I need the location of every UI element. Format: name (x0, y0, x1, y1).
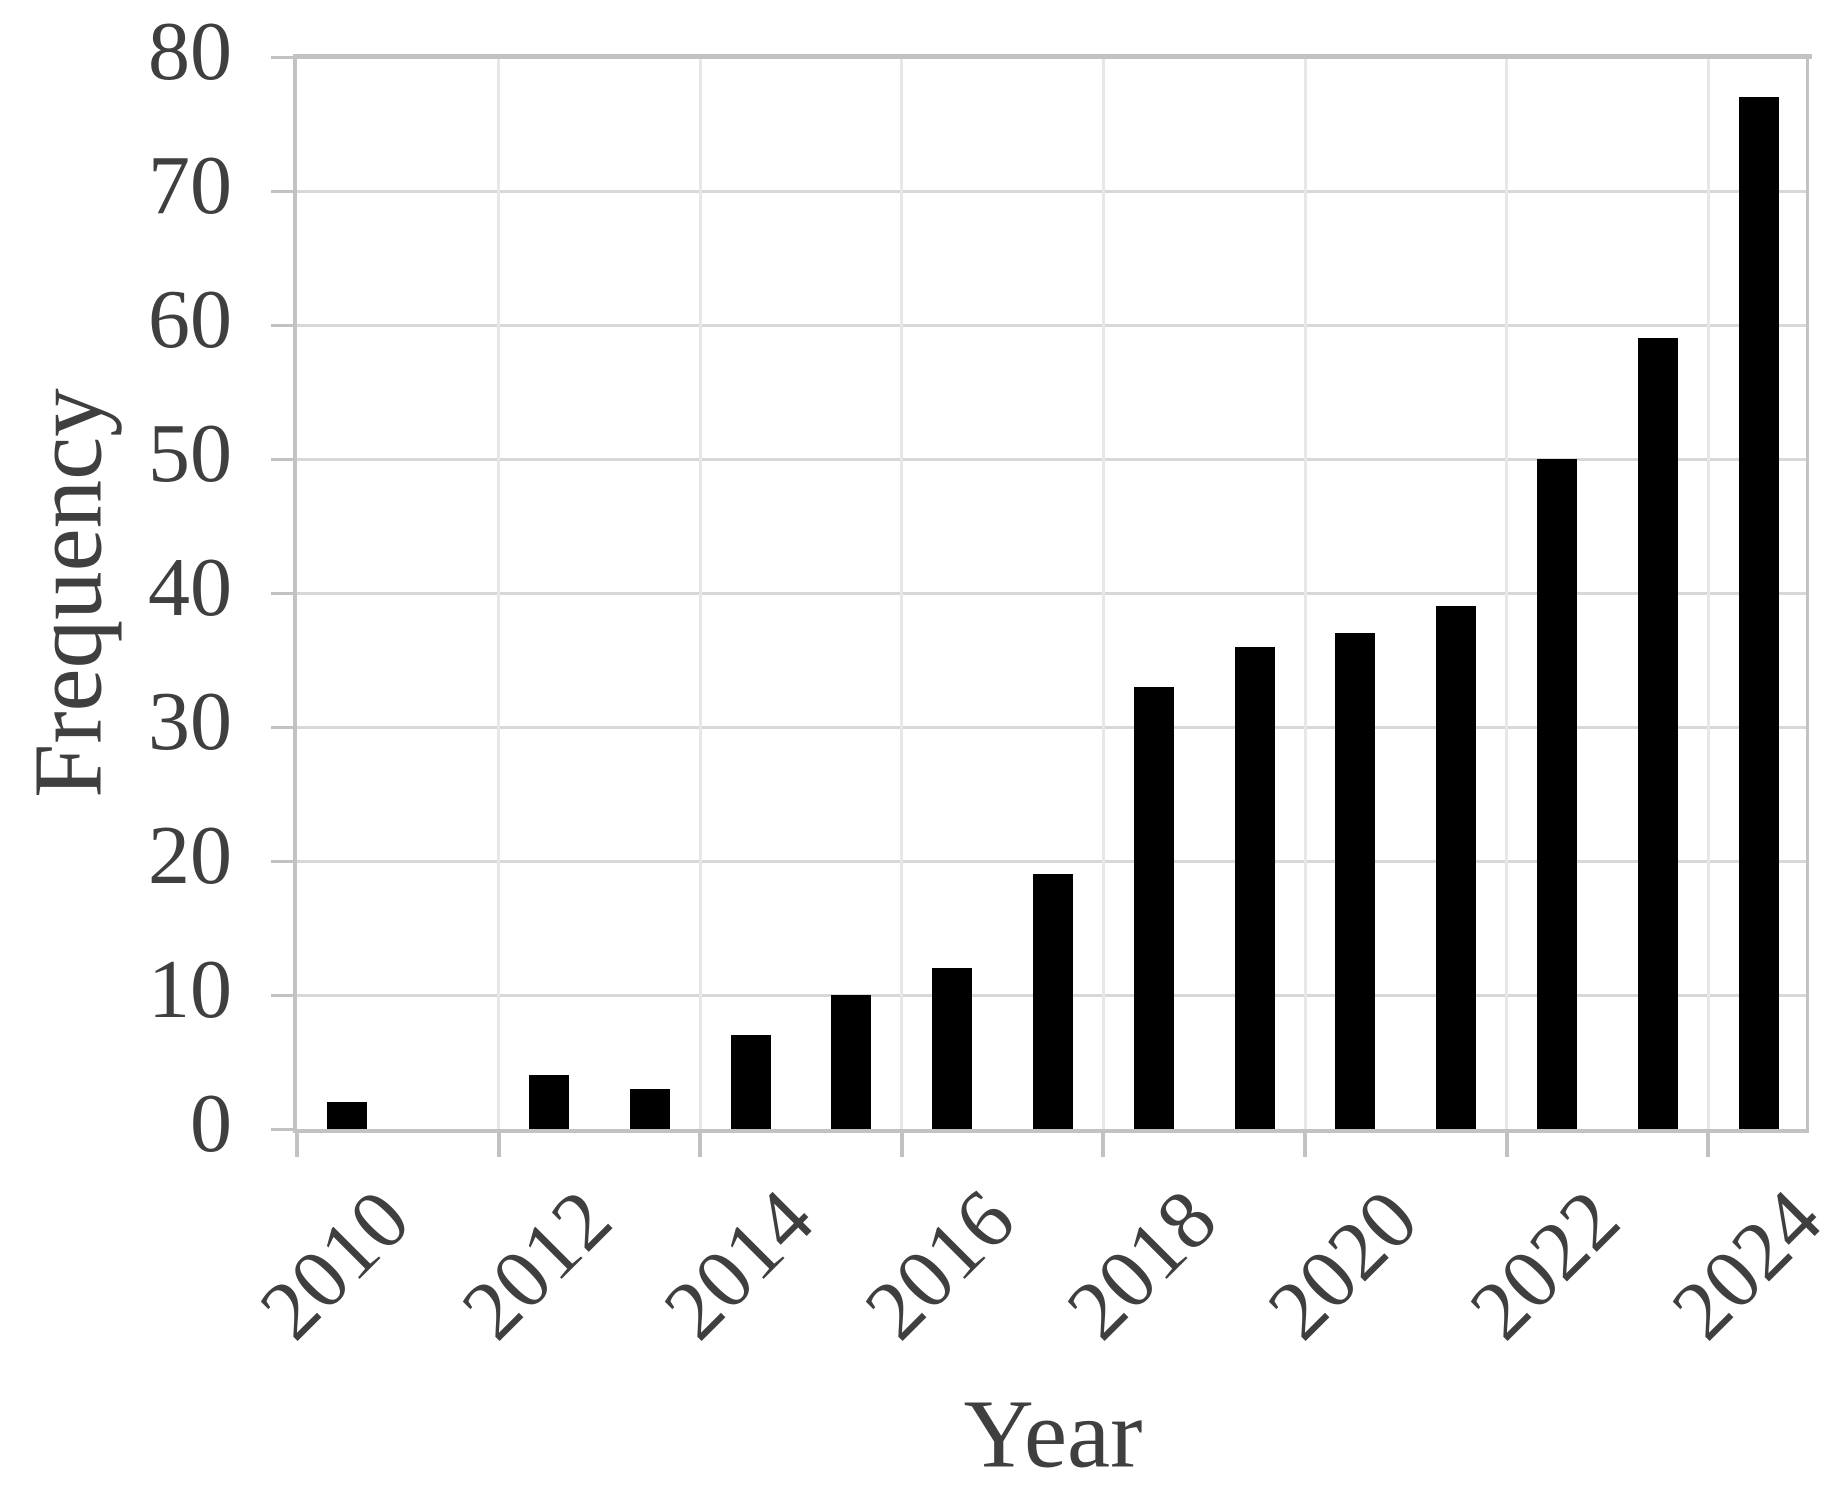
x-tick-label-2024: 2024 (1654, 1172, 1839, 1358)
y-tick-0 (271, 1127, 293, 1131)
x-tick-4 (1101, 1133, 1106, 1157)
y-tick-label-60: 60 (148, 273, 232, 366)
plot-border-right (1806, 57, 1809, 1129)
bar-2014 (730, 1035, 771, 1129)
bar-2022 (1537, 459, 1577, 1129)
gridline-h-70 (297, 189, 1809, 193)
gridline-h-40 (297, 591, 1809, 595)
bar-2013 (629, 1088, 670, 1129)
gridline-h-30 (297, 725, 1809, 729)
bar-2021 (1436, 606, 1477, 1129)
gridline-v-2012 (497, 57, 501, 1129)
y-tick-label-80: 80 (148, 5, 232, 98)
x-axis-line (293, 1129, 1809, 1133)
gridline-h-60 (297, 323, 1809, 327)
y-tick-label-30: 30 (148, 675, 232, 768)
x-tick-7 (1706, 1133, 1711, 1157)
y-tick-label-40: 40 (148, 541, 232, 634)
x-tick-1 (496, 1133, 501, 1157)
y-tick-50 (271, 457, 293, 461)
bar-2015 (831, 995, 872, 1129)
gridline-v-2018 (1101, 57, 1105, 1129)
y-tick-label-20: 20 (148, 809, 232, 902)
bar-2017 (1033, 874, 1073, 1129)
y-tick-label-0: 0 (190, 1077, 232, 1170)
x-tick-label-2022: 2022 (1452, 1172, 1638, 1358)
x-axis-title: Year (963, 1380, 1143, 1488)
bar-2024 (1738, 97, 1779, 1129)
x-tick-0 (295, 1133, 299, 1157)
y-tick-70 (271, 189, 293, 193)
bar-2023 (1637, 338, 1678, 1129)
gridline-h-50 (297, 457, 1809, 461)
plot-border-top (294, 54, 1812, 59)
gridline-h-20 (297, 859, 1809, 863)
x-tick-label-2014: 2014 (646, 1172, 831, 1358)
bar-2012 (529, 1075, 569, 1129)
y-tick-10 (271, 993, 293, 997)
x-tick-label-2018: 2018 (1049, 1172, 1235, 1358)
bar-2018 (1133, 686, 1174, 1129)
y-tick-label-70: 70 (148, 139, 232, 232)
x-tick-label-2010: 2010 (243, 1172, 428, 1358)
bar-2010 (327, 1102, 368, 1129)
x-tick-3 (899, 1133, 904, 1157)
x-tick-5 (1303, 1133, 1307, 1157)
y-tick-40 (271, 591, 293, 595)
x-tick-6 (1504, 1133, 1509, 1157)
bar-2016 (932, 968, 973, 1129)
y-tick-80 (271, 55, 293, 59)
y-tick-label-10: 10 (148, 943, 232, 1036)
gridline-v-2014 (698, 57, 702, 1129)
y-tick-label-50: 50 (148, 407, 232, 500)
gridline-v-2016 (900, 57, 904, 1129)
x-tick-label-2012: 2012 (444, 1172, 630, 1358)
x-tick-2 (698, 1133, 703, 1157)
y-tick-20 (271, 859, 293, 863)
gridline-v-2022 (1505, 57, 1509, 1129)
bar-2020 (1335, 633, 1376, 1129)
gridline-v-2024 (1706, 57, 1710, 1129)
gridline-v-2020 (1303, 57, 1307, 1129)
x-tick-label-2020: 2020 (1251, 1172, 1436, 1358)
x-tick-label-2016: 2016 (847, 1172, 1033, 1358)
y-tick-30 (271, 725, 293, 729)
bar-2019 (1234, 646, 1275, 1129)
y-tick-60 (271, 323, 293, 327)
y-axis-line (293, 54, 297, 1129)
